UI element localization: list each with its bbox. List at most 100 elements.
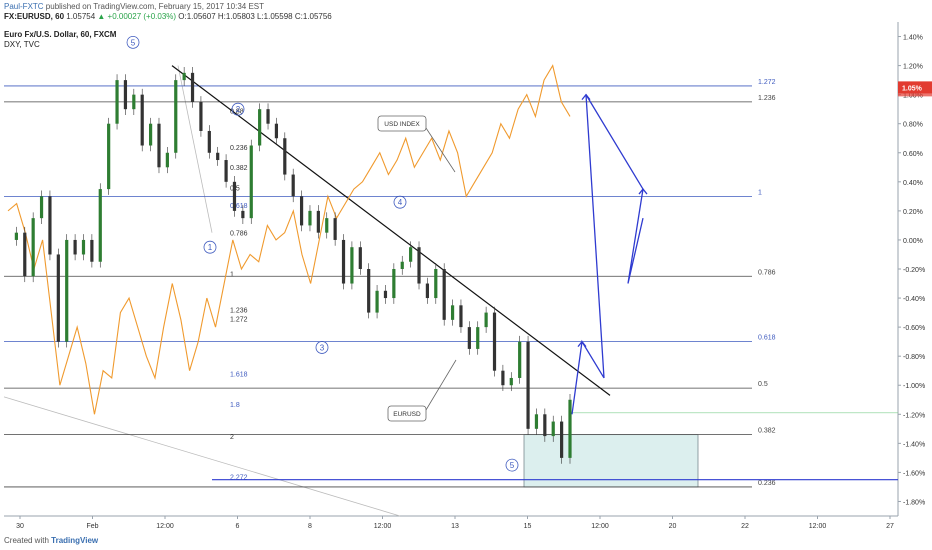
price-axis-label: -0.40% — [903, 296, 925, 303]
candle-body — [534, 414, 539, 429]
wave-label: 5 — [131, 38, 136, 47]
price-axis-label: 0.20% — [903, 209, 923, 216]
wave-label: 1 — [208, 243, 213, 252]
candle-body — [65, 239, 69, 342]
candle-body — [450, 305, 455, 320]
usd-index-callout-text: USD INDEX — [384, 121, 420, 128]
wave-label-circle — [393, 195, 407, 209]
candle-body — [476, 327, 480, 349]
candle-body — [190, 72, 195, 102]
candle-body — [425, 283, 430, 299]
candle-body — [325, 218, 329, 233]
candle-body — [266, 109, 270, 124]
tradingview-logo[interactable]: TradingView — [51, 536, 99, 545]
candle-body — [148, 123, 153, 146]
candle-body — [392, 269, 396, 299]
candle-body — [484, 312, 488, 328]
usd-index-line — [7, 64, 571, 415]
candle-body — [526, 341, 530, 429]
price-axis-label: 0.60% — [903, 151, 923, 158]
chart-title: Euro Fx/U.S. Dollar, 60, FXCM — [4, 30, 117, 39]
wave-label: 3 — [320, 343, 325, 352]
author-link[interactable]: Paul-FXTC — [4, 2, 44, 11]
fib-left-label: 0.236 — [230, 145, 248, 152]
candle-body — [48, 196, 52, 255]
wave-label-circle — [231, 102, 245, 116]
candle-body — [107, 123, 111, 190]
candle-body — [31, 218, 35, 277]
candle-body — [459, 305, 463, 328]
candle-body — [375, 290, 379, 313]
candle-body — [308, 210, 312, 226]
footer: Created with TradingView — [4, 536, 98, 545]
price-axis-label: -0.20% — [903, 267, 925, 274]
candle-body — [207, 130, 211, 153]
candle-body — [14, 232, 18, 240]
symbol-label: FX:EURUSD, 60 — [4, 12, 65, 21]
fib-level-label: 0.382 — [758, 428, 776, 435]
candle-body — [115, 80, 119, 124]
projection-arrowhead — [581, 93, 591, 101]
price-axis-label: -0.80% — [903, 354, 925, 361]
candle-body — [417, 247, 421, 284]
candle-body — [98, 189, 102, 262]
symbol-line: FX:EURUSD, 60 1.05754 ▲ +0.00027 (+0.03%… — [4, 12, 332, 21]
last-price-badge — [898, 81, 932, 94]
candle-body — [56, 254, 60, 342]
wave-label: 2 — [236, 105, 241, 114]
fib-left-label: 1 — [230, 271, 234, 278]
old-trend-line — [3, 396, 401, 517]
price-axis-label: 0.80% — [903, 122, 923, 129]
candle-body — [568, 399, 572, 458]
wave-label: 5 — [510, 461, 515, 470]
fib-left-label: 1.618 — [230, 372, 248, 379]
time-axis-label: 12:00 — [374, 523, 392, 530]
candle-body — [123, 80, 128, 110]
candle-body — [400, 261, 404, 269]
candle-body — [224, 160, 228, 182]
candle-body — [165, 152, 169, 168]
candle-body — [232, 181, 237, 211]
price-axis-label: 0.40% — [903, 180, 923, 187]
fib-level-label: 0.236 — [758, 480, 776, 487]
candle-body — [182, 72, 186, 81]
time-axis-label: 12:00 — [809, 523, 827, 530]
projection-arrowhead — [638, 188, 648, 195]
fib-left-label: 0.88 — [230, 109, 244, 116]
fib-left-label: 0.382 — [230, 165, 248, 172]
candle-body — [241, 210, 245, 219]
wave-label-circle — [203, 240, 217, 254]
candle-body — [291, 174, 295, 197]
time-axis-label: 27 — [886, 523, 894, 530]
price-axis-label: -0.60% — [903, 325, 925, 332]
candle-body — [358, 247, 362, 269]
fib-level-label: 1.272 — [758, 79, 776, 86]
price-axis-label: 0.00% — [903, 238, 923, 245]
candle-body — [434, 269, 438, 299]
time-axis-label: 22 — [741, 523, 749, 530]
candle-body — [509, 377, 513, 386]
time-axis-label: 13 — [451, 523, 459, 530]
fib-left-label: 1.272 — [230, 316, 248, 323]
candle-body — [442, 269, 446, 320]
created-with-text: Created with — [4, 536, 49, 545]
projection-path — [571, 94, 644, 415]
time-axis-label: Feb — [86, 523, 98, 530]
time-axis-label: 12:00 — [591, 523, 609, 530]
eurusd-callout-text: EURUSD — [393, 411, 421, 418]
candle-body — [249, 145, 253, 219]
candle-body — [551, 421, 555, 437]
price-axis-label: -1.20% — [903, 412, 925, 419]
candle-body — [274, 123, 279, 139]
candle-body — [199, 101, 203, 131]
candle-body — [409, 247, 413, 262]
candle-body — [132, 94, 136, 110]
candle-body — [174, 80, 178, 153]
candle-body — [258, 109, 262, 146]
overlay-symbol: DXY, TVC — [4, 40, 40, 49]
candle-body — [157, 123, 161, 168]
candle-body — [333, 218, 337, 240]
candle-body — [73, 239, 77, 255]
candle-body — [39, 196, 44, 219]
